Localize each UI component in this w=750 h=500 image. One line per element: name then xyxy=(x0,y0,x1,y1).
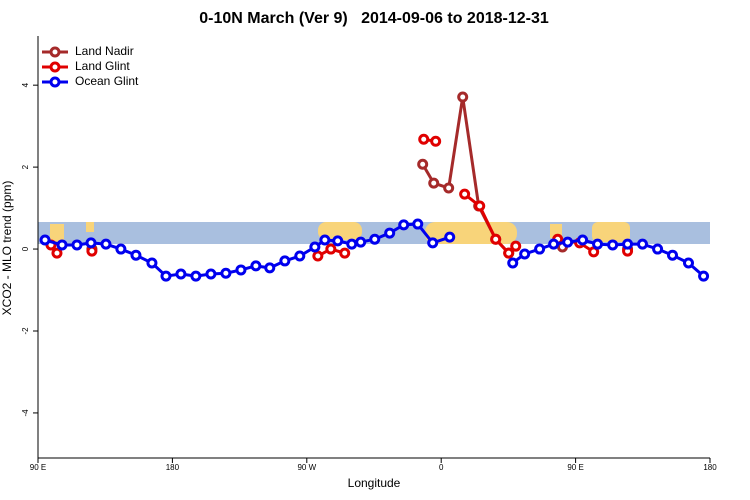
x-tick-label: 0 xyxy=(439,463,444,472)
point xyxy=(510,240,522,252)
x-tick-label: 180 xyxy=(166,463,180,472)
point xyxy=(294,250,306,262)
point xyxy=(190,270,202,282)
point xyxy=(56,239,68,251)
point xyxy=(577,234,589,246)
point xyxy=(417,158,429,170)
point xyxy=(474,200,486,212)
point xyxy=(355,236,367,248)
x-tick-label: 90 W xyxy=(297,463,316,472)
y-axis-label: XCO2 - MLO trend (ppm) xyxy=(0,181,14,316)
point xyxy=(332,235,344,247)
point xyxy=(548,238,560,250)
point xyxy=(698,270,710,282)
point xyxy=(325,243,337,255)
chart-title: 0-10N March (Ver 9) 2014-09-06 to 2018-1… xyxy=(199,10,549,27)
point xyxy=(682,257,694,269)
point xyxy=(160,270,172,282)
map-strip xyxy=(38,222,710,244)
y-tick-label: 4 xyxy=(21,82,30,87)
point xyxy=(130,249,142,261)
y-tick-label: -2 xyxy=(21,327,30,335)
x-axis-label: Longitude xyxy=(348,476,401,490)
land-shape xyxy=(318,222,362,240)
point xyxy=(100,238,112,250)
point xyxy=(652,243,664,255)
y-tick-label: -4 xyxy=(21,409,30,417)
point xyxy=(428,177,440,189)
legend-marker xyxy=(49,46,61,58)
point xyxy=(346,238,358,250)
point xyxy=(637,238,649,250)
point xyxy=(398,219,410,231)
ocean-band xyxy=(38,222,710,244)
point xyxy=(312,250,324,262)
x-tick-label: 90 E xyxy=(30,463,46,472)
point xyxy=(507,257,519,269)
legend-label: Land Nadir xyxy=(75,44,134,58)
point xyxy=(319,234,331,246)
point xyxy=(592,238,604,250)
point xyxy=(607,239,619,251)
point xyxy=(622,238,634,250)
point xyxy=(264,262,276,274)
point xyxy=(503,247,515,259)
legend-label: Ocean Glint xyxy=(75,74,139,88)
x-tick-label: 90 E xyxy=(567,463,583,472)
point xyxy=(220,267,232,279)
legend-label: Land Glint xyxy=(75,59,130,73)
point xyxy=(418,133,430,145)
point xyxy=(457,91,469,103)
point xyxy=(369,233,381,245)
point xyxy=(39,234,51,246)
point xyxy=(279,255,291,267)
point xyxy=(519,248,531,260)
point xyxy=(250,260,262,272)
point xyxy=(443,182,455,194)
land-shape xyxy=(86,222,94,232)
point xyxy=(235,264,247,276)
x-tick-label: 180 xyxy=(703,463,717,472)
point xyxy=(667,249,679,261)
legend-marker xyxy=(49,61,61,73)
land-shape xyxy=(592,222,630,242)
point xyxy=(384,227,396,239)
point xyxy=(175,268,187,280)
point xyxy=(51,247,63,259)
point xyxy=(534,243,546,255)
point xyxy=(459,188,471,200)
point xyxy=(427,237,439,249)
point xyxy=(71,239,83,251)
point xyxy=(430,135,442,147)
land-shape xyxy=(50,224,64,242)
point xyxy=(115,243,127,255)
point xyxy=(85,237,97,249)
point xyxy=(339,247,351,259)
point xyxy=(309,241,321,253)
y-tick-label: 0 xyxy=(21,246,30,251)
legend-marker xyxy=(49,76,61,88)
point xyxy=(562,236,574,248)
point xyxy=(412,218,424,230)
point xyxy=(205,268,217,280)
y-tick-label: 2 xyxy=(21,164,30,169)
point xyxy=(490,233,502,245)
point xyxy=(146,257,158,269)
point xyxy=(444,231,456,243)
